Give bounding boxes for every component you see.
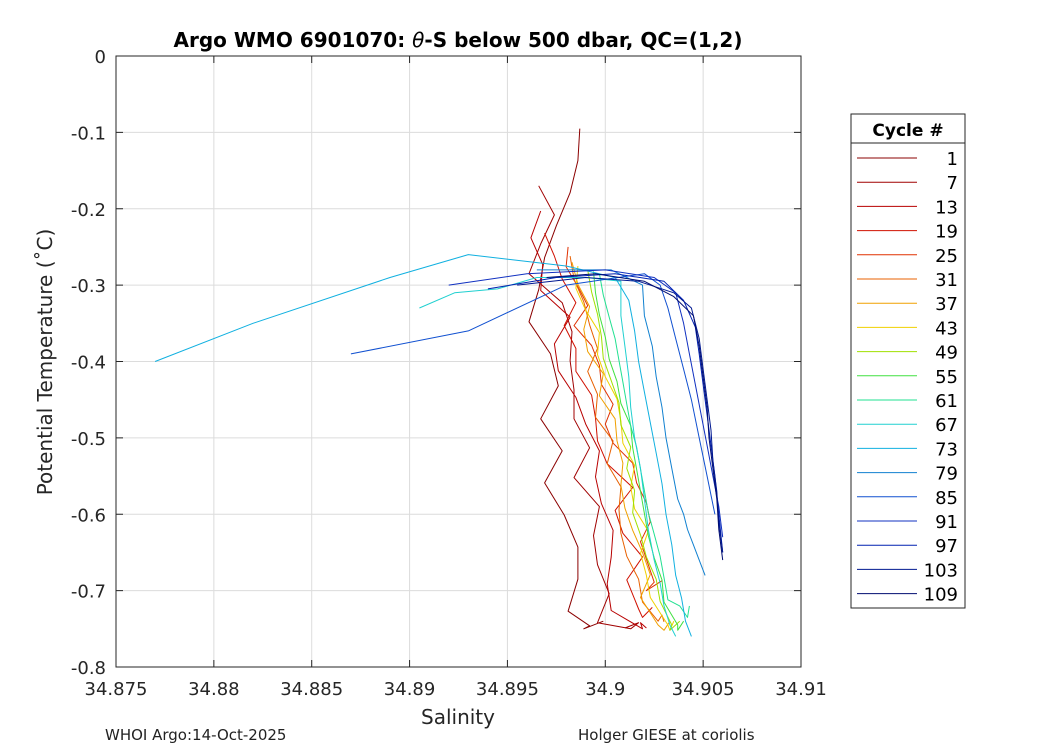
legend-label: 49 [935,343,958,364]
x-tick-label: 34.875 [85,679,148,700]
series-line-cycle-67 [419,277,677,637]
legend-label: 97 [935,536,958,557]
series-line-cycle-61 [598,273,690,618]
legend-label: 85 [935,488,958,509]
legend-label: 43 [935,318,958,339]
legend-label: 25 [935,246,958,267]
legend-label: 37 [935,294,958,315]
x-tick-label: 34.905 [672,679,735,700]
legend-box [850,113,966,609]
y-tick-label: 0 [95,47,106,68]
series-line-cycle-19 [544,233,653,618]
y-tick-label: -0.6 [71,505,106,526]
legend-label: 91 [935,512,958,533]
series-line-cycle-91 [448,269,724,538]
x-tick-label: 34.88 [188,679,240,700]
legend-label: 67 [935,415,958,436]
chart-title-theta: θ [412,28,424,52]
legend-label: 109 [924,585,958,606]
legend-label: 31 [935,270,958,291]
legend-label: 55 [935,367,958,388]
series-line-cycle-25 [565,246,663,592]
series-line-cycle-103 [517,277,724,553]
series-line-cycle-31 [569,256,665,623]
x-tick-label: 34.895 [476,679,539,700]
y-tick-label: -0.4 [71,353,106,374]
legend-label: 103 [924,560,958,581]
y-axis-ticks: 0 -0.1 -0.2 -0.3 -0.4 -0.5 -0.6 -0.7 -0.8 [71,47,801,679]
series-line-cycle-37 [571,262,671,631]
legend-label: 13 [935,197,958,218]
x-tick-label: 34.89 [384,679,436,700]
series-line-cycle-55 [593,271,685,631]
series-line-cycle-109 [546,273,724,561]
series-line-cycle-73 [154,254,692,637]
data-series [154,128,724,637]
x-axis-ticks: 34.875 34.88 34.885 34.89 34.895 34.9 34.905 34… [85,56,827,700]
grid-lines [115,55,802,668]
x-tick-label: 34.91 [775,679,827,700]
footer-right: Holger GIESE at coriolis [578,726,755,744]
chart-title-prefix: Argo WMO 6901070: [174,28,413,52]
y-tick-label: -0.1 [71,123,106,144]
y-tick-label: -0.3 [71,276,106,297]
legend-title: Cycle # [872,121,943,141]
y-tick-label: -0.7 [71,582,106,603]
legend: Cycle # 1 7 13 19 25 31 37 43 49 55 61 67 73 79 85 91 97… [850,113,966,609]
chart-title-suffix: -S below 500 dbar, QC=(1,2) [424,28,742,52]
series-line-cycle-49 [587,269,681,631]
series-line-cycle-85 [350,273,716,515]
x-tick-label: 34.885 [280,679,343,700]
x-axis-label: Salinity [421,705,495,729]
series-line-cycle-13 [530,210,647,630]
y-tick-label: -0.5 [71,429,106,450]
legend-label: 7 [947,173,958,194]
y-tick-label: -0.8 [71,658,106,679]
series-line-cycle-1 [528,128,604,630]
legend-label: 61 [935,391,958,412]
y-tick-label: -0.2 [71,200,106,221]
legend-label: 73 [935,439,958,460]
x-tick-label: 34.9 [585,679,625,700]
footer-left: WHOI Argo:14-Oct-2025 [105,726,287,744]
legend-label: 1 [947,149,958,170]
legend-label: 19 [935,222,958,243]
chart-title: Argo WMO 6901070: θ-S below 500 dbar, QC… [174,28,743,52]
series-line-cycle-43 [575,265,675,631]
y-axis-label: Potential Temperature (˚C) [33,229,57,496]
series-line-cycle-79 [536,269,706,576]
legend-label: 79 [935,464,958,485]
